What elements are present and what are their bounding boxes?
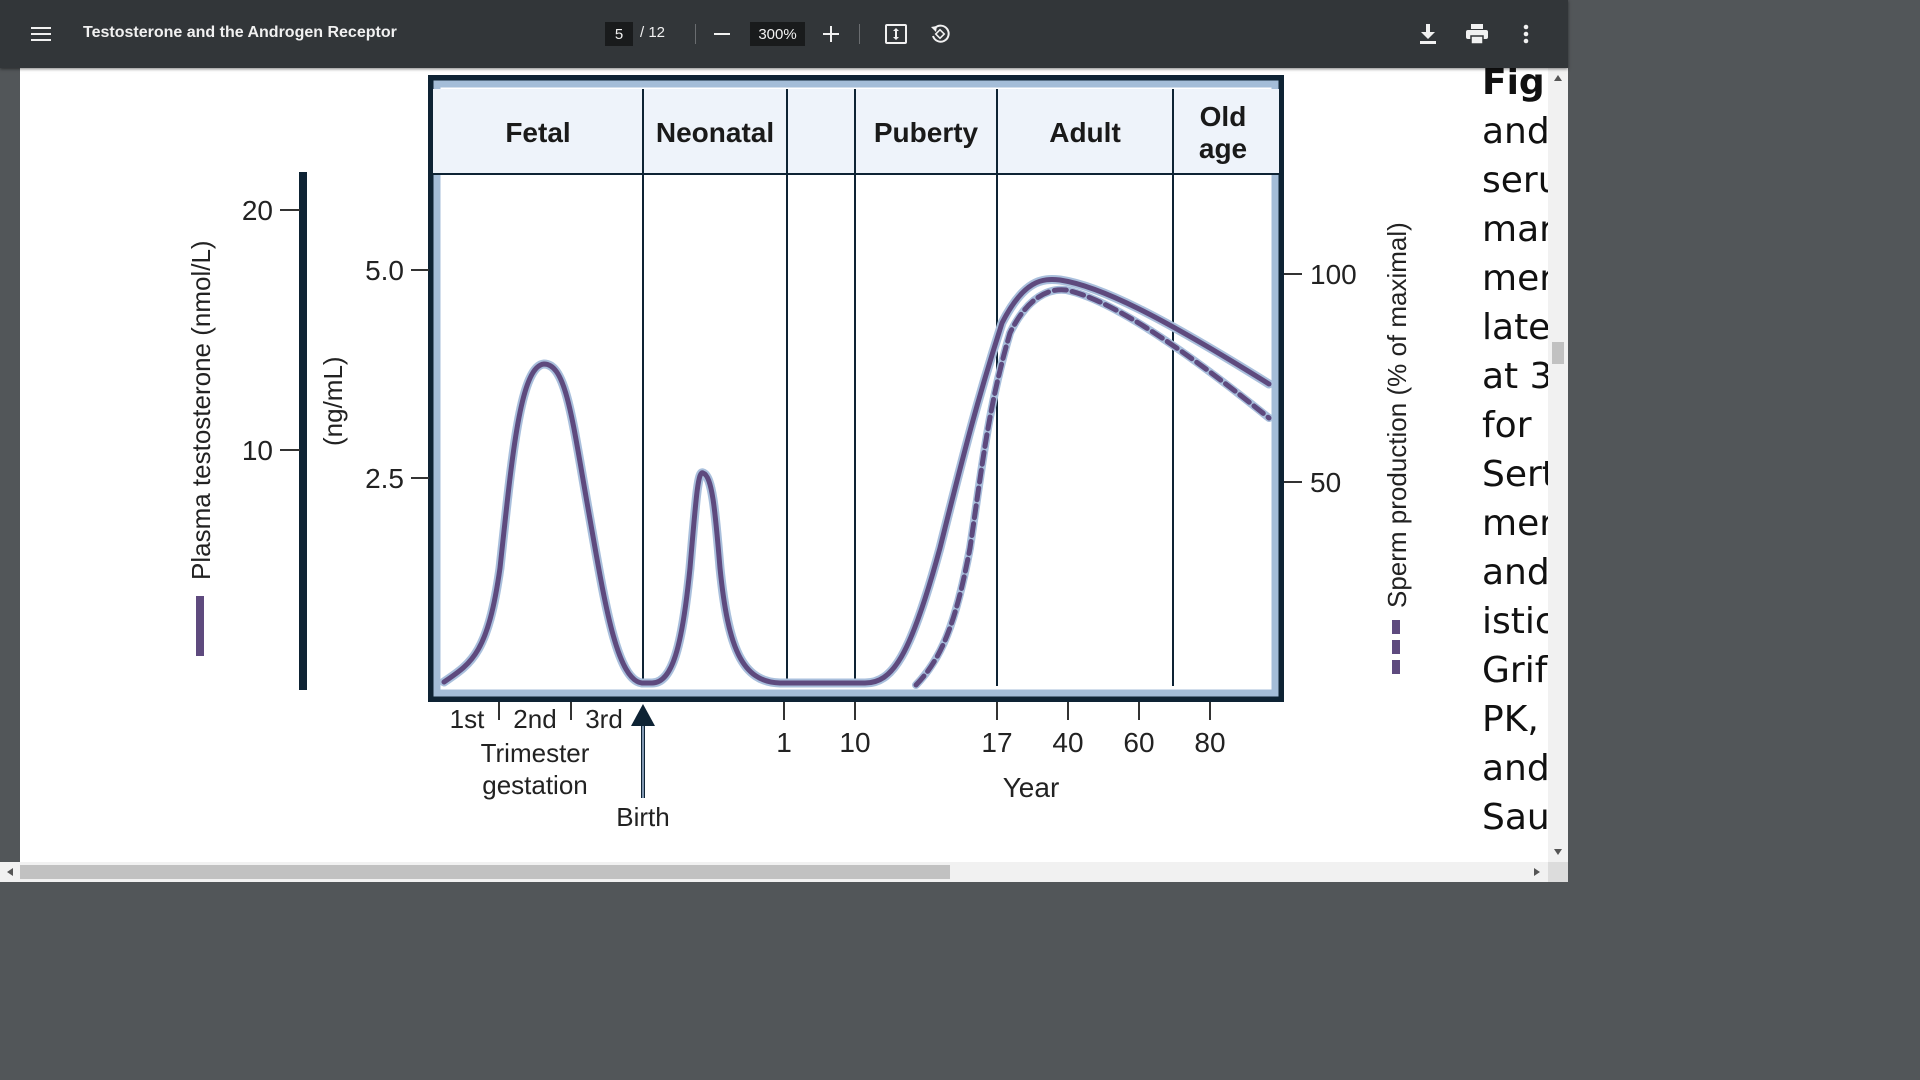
right-axis-tick-label: 50 <box>1310 467 1341 498</box>
figure-testosterone-lifespan: Fetal Neonatal Puberty Adult Old age 20 … <box>186 75 1412 832</box>
caption-line: and <box>1482 552 1548 593</box>
vertical-scrollbar[interactable] <box>1548 68 1568 862</box>
trimester-label: 1st <box>450 704 485 734</box>
fit-page-button[interactable] <box>882 20 910 48</box>
year-axis-label: Year <box>1003 772 1060 803</box>
page-number-input[interactable]: 5 <box>605 22 633 46</box>
print-button[interactable] <box>1463 20 1491 48</box>
phase-label-puberty: Puberty <box>874 117 979 148</box>
year-tick-label: 80 <box>1194 727 1225 758</box>
year-tick-label: 17 <box>981 727 1012 758</box>
caption-line: Grif <box>1482 650 1548 691</box>
scroll-up-icon[interactable] <box>1553 74 1563 82</box>
caption-line: and <box>1482 748 1548 789</box>
birth-arrow <box>631 704 655 798</box>
testosterone-curve <box>441 277 1272 686</box>
trimester-label: 3rd <box>585 704 623 734</box>
print-icon <box>1466 24 1488 44</box>
caption-line: for <box>1482 405 1532 446</box>
phase-label-adult: Adult <box>1049 117 1121 148</box>
zoom-out-icon <box>714 33 730 35</box>
sperm-production-curve <box>913 287 1272 688</box>
year-ticks <box>783 702 1211 720</box>
caption-line: Fig. <box>1482 68 1548 103</box>
testosterone-legend-swatch <box>196 596 204 656</box>
left-axis-tick-label: 20 <box>242 195 273 226</box>
phase-label-old: Old <box>1200 101 1247 132</box>
year-tick-label: 10 <box>839 727 870 758</box>
caption-line: PK, <box>1482 699 1539 740</box>
zoom-level-input[interactable]: 300% <box>750 22 805 46</box>
sperm-legend-swatch <box>1392 620 1400 674</box>
phase-label-fetal: Fetal <box>505 117 570 148</box>
ngml-axis-label: (ng/mL) <box>318 356 348 446</box>
caption-line: istic <box>1482 601 1548 642</box>
left-axis-label: Plasma testosterone (nmol/L) <box>186 240 216 580</box>
more-vert-icon <box>1523 24 1529 44</box>
horizontal-scrollbar[interactable] <box>0 862 1548 882</box>
horizontal-scroll-thumb[interactable] <box>20 865 950 879</box>
left-axis-tick-label: 10 <box>242 435 273 466</box>
caption-line: Sau <box>1482 797 1548 838</box>
pdf-toolbar: Testosterone and the Androgen Receptor 5… <box>0 0 1568 68</box>
toolbar-divider <box>859 24 860 44</box>
scrollbar-corner <box>1548 862 1568 882</box>
caption-line: mar <box>1482 209 1548 250</box>
year-tick-label: 60 <box>1123 727 1154 758</box>
caption-line: and <box>1482 111 1548 152</box>
download-icon <box>1420 24 1436 44</box>
zoom-in-button[interactable] <box>817 20 845 48</box>
scroll-right-icon[interactable] <box>1533 867 1541 877</box>
birth-label: Birth <box>616 802 669 832</box>
rotate-icon <box>931 24 950 43</box>
download-button[interactable] <box>1414 20 1442 48</box>
zoom-in-icon <box>823 26 839 42</box>
caption-line: Sert <box>1482 454 1548 495</box>
caption-line: seru <box>1482 160 1548 201</box>
figure-frame-inner <box>433 80 1279 697</box>
menu-icon <box>31 27 51 41</box>
trimester-caption: gestation <box>482 770 588 800</box>
page-total: / 12 <box>640 24 666 41</box>
caption-line: late <box>1482 307 1548 348</box>
pdf-page: Fetal Neonatal Puberty Adult Old age 20 … <box>20 68 1548 862</box>
scroll-down-icon[interactable] <box>1553 848 1563 856</box>
caption-line: at 3 <box>1482 356 1548 397</box>
phase-label-neonatal: Neonatal <box>656 117 774 148</box>
right-axis-tick-label: 100 <box>1310 259 1357 290</box>
menu-button[interactable] <box>26 20 56 48</box>
caption-line: mer <box>1482 503 1548 544</box>
year-tick-label: 1 <box>776 727 792 758</box>
scroll-left-icon[interactable] <box>6 867 14 877</box>
zoom-out-button[interactable] <box>708 20 736 48</box>
document-title: Testosterone and the Androgen Receptor <box>83 24 397 41</box>
more-actions-button[interactable] <box>1512 20 1540 48</box>
ngml-axis-tick-label: 2.5 <box>365 463 404 494</box>
rotate-button[interactable] <box>926 20 954 48</box>
fit-page-icon <box>885 24 907 44</box>
caption-line: mer <box>1482 258 1548 299</box>
toolbar-divider <box>695 24 696 44</box>
vertical-scroll-thumb[interactable] <box>1552 342 1564 364</box>
ngml-axis-tick-label: 5.0 <box>365 255 404 286</box>
right-axis-label: Sperm production (% of maximal) <box>1382 222 1412 608</box>
phase-label-age: age <box>1199 133 1247 164</box>
trimester-label: 2nd <box>513 704 556 734</box>
trimester-caption: Trimester <box>481 738 590 768</box>
viewer-margin <box>0 68 20 862</box>
year-tick-label: 40 <box>1052 727 1083 758</box>
